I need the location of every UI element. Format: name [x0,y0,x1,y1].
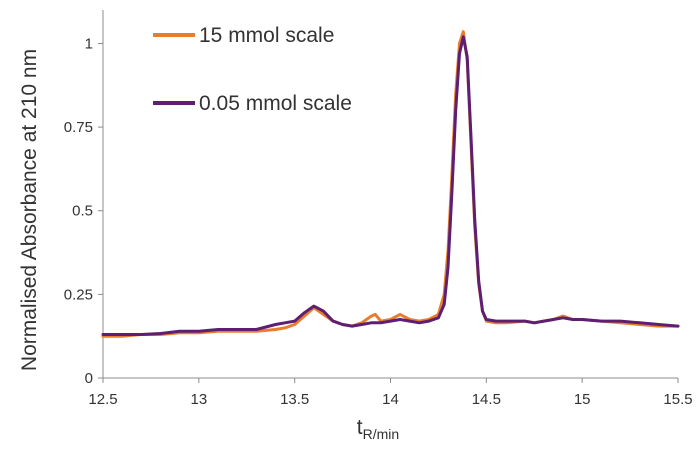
y-ticks: 0 0.25 0.5 0.75 1 [64,35,103,387]
y-tick-label: 0.25 [64,286,93,303]
x-tick-label: 14.5 [472,391,501,408]
legend-label-2: 0.05 mmol scale [199,92,352,115]
x-tick-label: 13 [190,391,207,408]
series-line-2 [101,35,680,336]
x-tick-label: 15 [574,391,591,408]
y-tick-label: 0 [85,370,93,387]
y-tick-label: 1 [85,35,93,52]
x-tick-label: 12.5 [88,391,117,408]
y-axis-label: Normalised Absorbance at 210 nm [18,49,41,371]
x-axis-label: tR/min [357,416,399,442]
axes [102,10,678,379]
x-tick-label: 14 [382,391,399,408]
x-tick-label: 15.5 [663,391,692,408]
legend: 15 mmol scale 0.05 mmol scale [153,24,352,115]
series-layer [101,30,680,338]
x-ticks: 12.5 13 13.5 14 14.5 15 15.5 [88,378,693,408]
y-tick-label: 0.5 [72,203,93,220]
x-tick-label: 13.5 [280,391,309,408]
x-axis-label-subscript: R/min [363,426,400,442]
y-tick-label: 0.75 [64,119,93,136]
series-line-1 [101,30,680,338]
legend-label-1: 15 mmol scale [199,24,334,47]
x-axis-label-main: t [357,416,363,439]
